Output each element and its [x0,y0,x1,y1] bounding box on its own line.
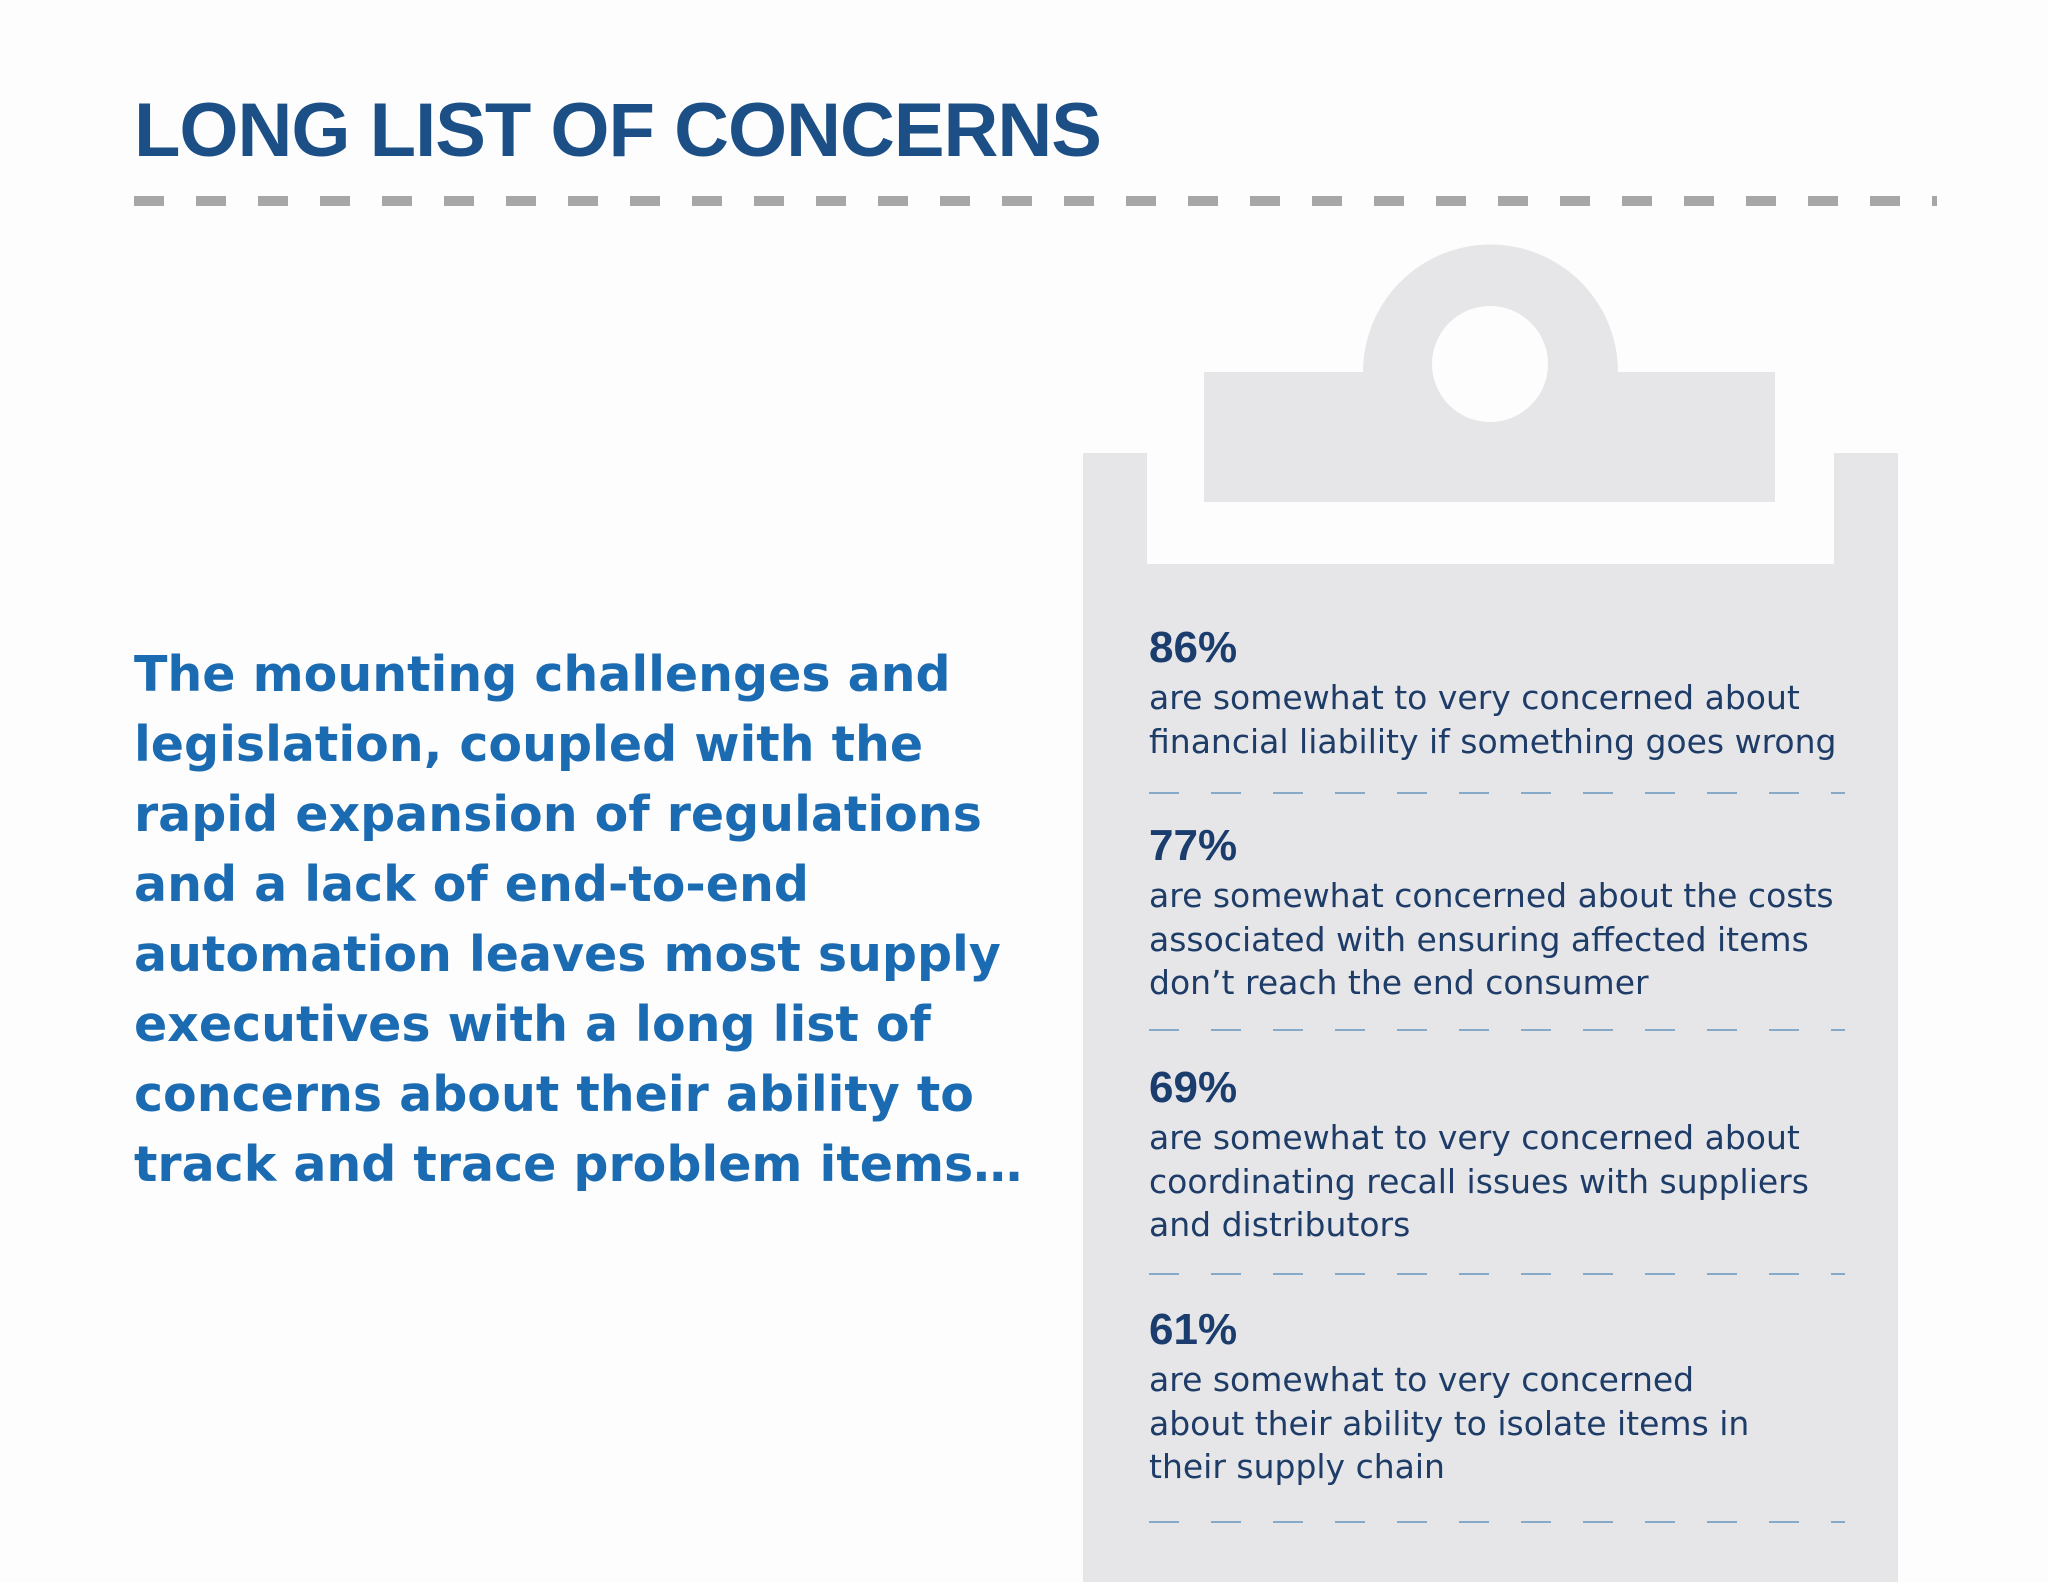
stat-item: 77% are somewhat concerned about the cos… [1149,818,1849,1005]
stat-description-line: are somewhat to very concerned about [1149,1118,1800,1157]
clipboard-panel [1083,235,1898,1582]
stat-percentage: 77% [1149,821,1238,870]
stat-item: 61% are somewhat to very concerned about… [1149,1302,1849,1489]
stat-item: 86% are somewhat to very concerned about… [1149,620,1849,763]
intro-paragraph: The mounting challenges and legislation,… [134,646,1023,1193]
stat-percentage: 86% [1149,623,1238,672]
clipboard-icon [1083,244,1898,1582]
stat-description-line: don’t reach the end consumer [1149,963,1649,1002]
page-title: LONG LIST OF CONCERNS [134,88,1102,173]
title-divider [134,196,1937,206]
stat-item: 69% are somewhat to very concerned about… [1149,1060,1849,1247]
stat-description-line: financial liability if something goes wr… [1149,721,1837,761]
stat-description-line: associated with ensuring affected items [1149,919,1809,959]
stat-divider [1149,1273,1845,1275]
stat-description-line: are somewhat concerned about the costs [1149,876,1834,915]
stat-description-line: coordinating recall issues with supplier… [1149,1161,1809,1201]
stat-description-line: their supply chain [1149,1447,1445,1486]
stat-description-line: are somewhat to very concerned [1149,1360,1695,1399]
stat-percentage: 61% [1149,1305,1238,1354]
stat-divider [1149,792,1845,794]
stat-description-line: are somewhat to very concerned about [1149,678,1800,717]
stat-divider [1149,1521,1845,1523]
stat-divider [1149,1029,1845,1031]
stat-description-line: about their ability to isolate items in [1149,1403,1750,1443]
stat-description-line: and distributors [1149,1205,1411,1244]
stat-percentage: 69% [1149,1063,1238,1112]
